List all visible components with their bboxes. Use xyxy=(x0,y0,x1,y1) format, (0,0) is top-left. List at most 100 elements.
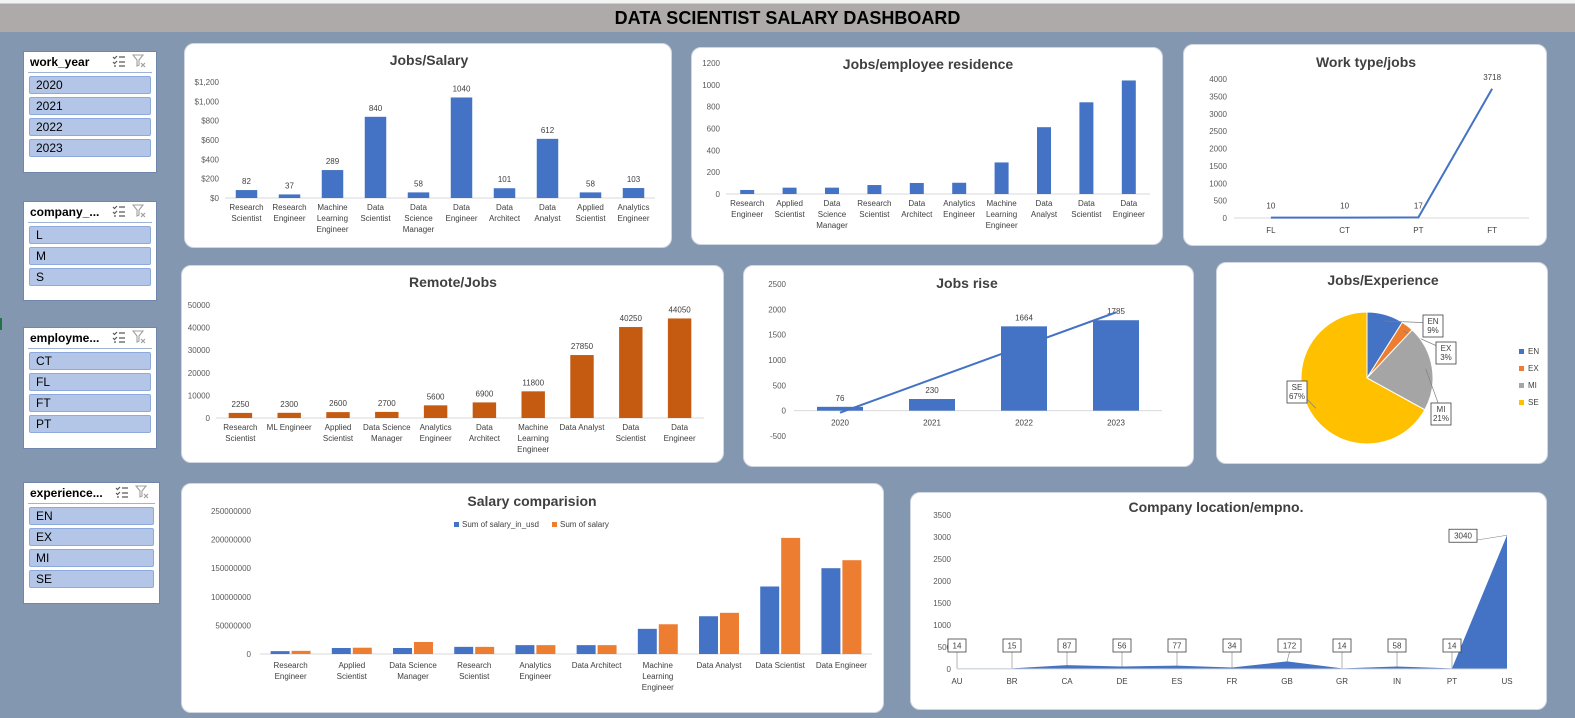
x-category-label: Machine Learning Engineer xyxy=(316,203,348,234)
data-label: 1040 xyxy=(453,84,471,93)
slicer-item-se[interactable]: SE xyxy=(29,570,154,588)
leader-line xyxy=(1286,651,1290,662)
bar xyxy=(994,162,1009,194)
data-callout-label: EX xyxy=(1441,344,1452,353)
data-callout-value: 15 xyxy=(1008,642,1017,651)
y-tick-label: 0 xyxy=(206,414,211,423)
data-callout-box xyxy=(1002,638,1022,653)
data-label: 82 xyxy=(242,177,251,186)
data-callout-label: MI xyxy=(1437,405,1446,414)
slicer-item-2023[interactable]: 2023 xyxy=(29,139,151,157)
y-tick-label: 500 xyxy=(773,381,787,390)
bar xyxy=(493,188,516,198)
slicer-item-2020[interactable]: 2020 xyxy=(29,76,151,94)
slicer-item-ft[interactable]: FT xyxy=(29,394,151,412)
x-category-label: Data Architect xyxy=(572,661,623,670)
slicer-experience-level[interactable]: experience... EN EX MI SE xyxy=(23,482,160,604)
data-label: 230 xyxy=(925,386,939,395)
pie-slice-se xyxy=(1300,311,1426,445)
chart-card-jobs-residence: Jobs/employee residence 0 200 400 600 800 1000… xyxy=(691,47,1163,245)
legend-swatch-en xyxy=(1519,349,1524,354)
chart-title: Remote/Jobs xyxy=(409,274,497,290)
legend-swatch-se xyxy=(1519,400,1524,405)
multi-select-icon[interactable] xyxy=(112,204,126,223)
data-label: 27850 xyxy=(571,342,594,351)
data-callout-value: 34 xyxy=(1228,642,1237,651)
slicer-item-en[interactable]: EN xyxy=(29,507,154,525)
data-callout-value: 14 xyxy=(1448,642,1457,651)
data-label: 58 xyxy=(414,179,423,188)
bar-sum-of-salary xyxy=(597,645,617,654)
slicer-item-s[interactable]: S xyxy=(29,268,151,286)
chart-card-jobs-rise: Jobs rise -500 0 500 1000 1500 2000 2500 76 230 16… xyxy=(743,265,1194,467)
data-callout-box xyxy=(1167,638,1187,653)
bar-sum-of-salary-in-usd xyxy=(393,647,412,654)
slicer-work-year[interactable]: work_year 2020 2021 2022 2023 xyxy=(23,51,157,173)
x-category-label: Data Science Manager xyxy=(403,203,435,234)
chart-title: Jobs/employee residence xyxy=(843,56,1014,72)
slicer-item-mi[interactable]: MI xyxy=(29,549,154,567)
multi-select-icon[interactable] xyxy=(112,330,126,349)
slicer-item-fl[interactable]: FL xyxy=(29,373,151,391)
x-category-label: Research Engineer xyxy=(272,203,306,223)
slicer-item-ex[interactable]: EX xyxy=(29,528,154,546)
salary-comparison-chart: Salary comparision 0 50000000 100000000 1500… xyxy=(211,493,872,692)
multi-select-icon[interactable] xyxy=(115,485,129,504)
x-category-label: Research Scientist xyxy=(223,423,257,443)
data-callout-value: 58 xyxy=(1393,642,1402,651)
chart-title: Jobs/Experience xyxy=(1327,272,1438,288)
bar-sum-of-salary xyxy=(658,624,678,654)
y-tick-label: $1,200 xyxy=(195,78,220,87)
slicer-title: employme... xyxy=(30,331,100,345)
clear-filter-icon[interactable] xyxy=(134,485,149,504)
x-category-label: Data Engineer xyxy=(816,661,867,670)
bar xyxy=(825,187,839,194)
slicer-item-2022[interactable]: 2022 xyxy=(29,118,151,136)
y-tick-label: 40000 xyxy=(188,324,211,333)
y-tick-label: 3000 xyxy=(1209,110,1227,119)
slicer-employment-type[interactable]: employme... CT FL FT PT xyxy=(23,327,157,449)
x-category-label: Applied Scientist xyxy=(323,423,354,443)
bar xyxy=(570,355,594,418)
y-tick-label: 200000000 xyxy=(211,536,252,545)
x-category-label: GB xyxy=(1281,677,1293,686)
clear-filter-icon[interactable] xyxy=(131,54,146,73)
data-label: 37 xyxy=(285,181,294,190)
bar-sum-of-salary-in-usd xyxy=(331,647,351,654)
slicer-company-size[interactable]: company_... L M S xyxy=(23,201,157,301)
x-category-label: Analytics Engineer xyxy=(519,661,551,681)
chart-title: Jobs/Salary xyxy=(390,52,469,68)
x-category-label: 2022 xyxy=(1015,419,1033,428)
x-category-label: Data Engineer xyxy=(1113,199,1145,219)
legend-swatch-mi xyxy=(1519,383,1524,388)
slicer-item-m[interactable]: M xyxy=(29,247,151,265)
slicer-item-2021[interactable]: 2021 xyxy=(29,97,151,115)
jobs-salary-chart: Jobs/Salary $0 $200 $400 $600 $800 $1,000 $1,20… xyxy=(195,52,655,234)
clear-filter-icon[interactable] xyxy=(131,330,146,349)
chart-card-remote-jobs: Remote/Jobs 0 10000 20000 30000 40000 50000 225… xyxy=(181,265,724,463)
x-category-label: Data Analyst xyxy=(560,423,606,432)
data-label: 612 xyxy=(541,126,555,135)
data-callout-value: 9% xyxy=(1427,326,1439,335)
x-category-label: IN xyxy=(1393,677,1401,686)
chart-title: Company location/empno. xyxy=(1128,499,1303,515)
clear-filter-icon[interactable] xyxy=(131,204,146,223)
data-callout-value: 3% xyxy=(1440,353,1452,362)
x-category-label: Data Scientist xyxy=(616,423,647,443)
data-label: 1664 xyxy=(1015,313,1033,322)
jobs-experience-chart: Jobs/ExperienceEN9%EX3%MI21%SE67%ENEXMIS… xyxy=(1286,272,1539,445)
slicer-item-pt[interactable]: PT xyxy=(29,415,151,433)
y-tick-label: 1500 xyxy=(1209,162,1227,171)
data-label: 10 xyxy=(1340,202,1349,211)
data-label: 6900 xyxy=(476,389,494,398)
bar xyxy=(407,192,430,198)
bar xyxy=(450,97,473,198)
data-label: 101 xyxy=(498,175,512,184)
slicer-item-ct[interactable]: CT xyxy=(29,352,151,370)
slicer-header: employme... xyxy=(28,328,152,349)
multi-select-icon[interactable] xyxy=(112,54,126,73)
data-label: 2250 xyxy=(232,400,250,409)
y-tick-label: $400 xyxy=(201,155,219,164)
work-type-chart: Work type/jobs 0 500 1000 1500 2000 2500 3000 35… xyxy=(1209,54,1529,235)
slicer-item-l[interactable]: L xyxy=(29,226,151,244)
